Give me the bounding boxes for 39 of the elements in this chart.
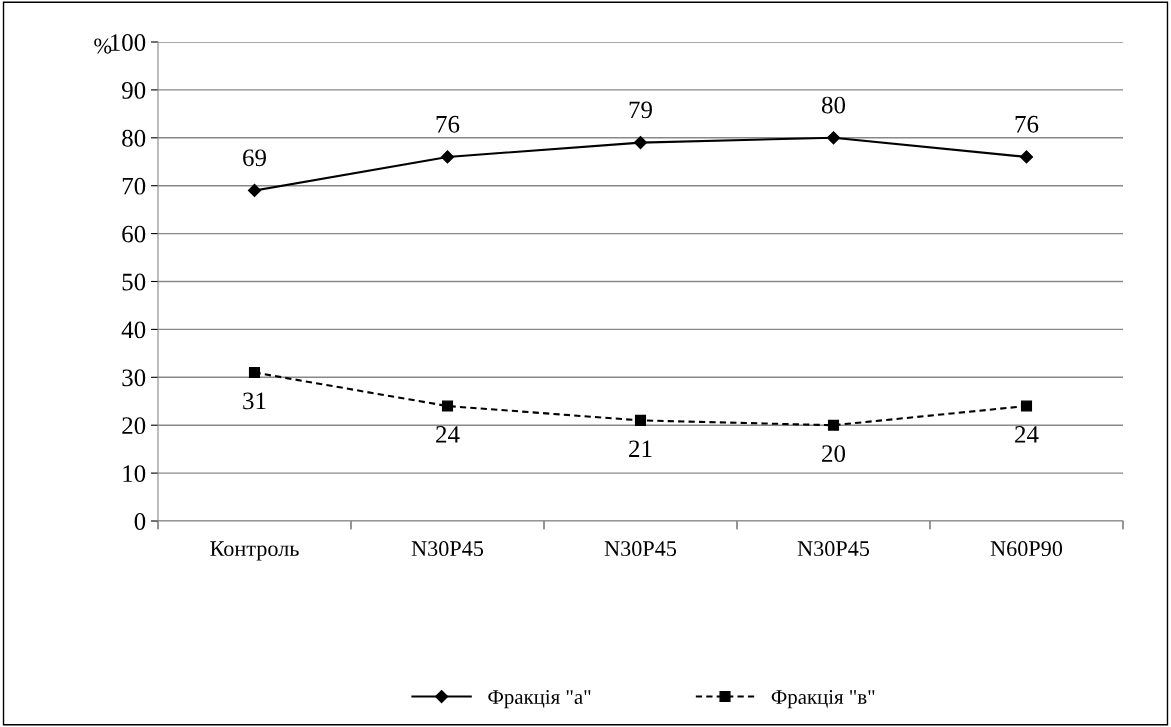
data-label: 76 [436,115,460,133]
y-tick-label: 70 [122,177,146,195]
data-label: 21 [629,440,652,457]
y-tick-label: 50 [122,273,146,291]
legend-label: Фракція "в" [771,690,875,709]
data-label: 80 [821,96,846,114]
point [633,136,648,150]
y-tick-label: 30 [122,369,146,387]
point [1019,150,1034,164]
y-axis-title: % [94,38,112,54]
point [248,366,261,379]
x-tick-label: Контроль [210,541,299,561]
x-tick-label: N30P45 [411,541,484,557]
y-tick-label: 20 [122,417,146,435]
point [440,150,455,164]
data-label: 24 [436,426,460,443]
legend-label: Фракція "а" [488,690,591,709]
x-tick-label: N60P90 [990,541,1063,557]
y-tick-label: 0 [134,513,146,530]
data-label: 76 [1015,115,1039,133]
y-tick-label: 90 [122,81,146,99]
point [441,400,454,412]
y-tick-label: 10 [123,465,146,483]
y-tick-label: 60 [122,225,146,243]
point [826,131,841,145]
y-tick-label: 80 [122,129,146,147]
x-tick-label: N30P45 [797,541,870,557]
point [634,414,647,426]
data-label: 69 [243,149,266,167]
y-tick-label: 100 [110,34,146,51]
data-label: 24 [1015,426,1039,443]
data-label: 79 [629,101,652,119]
data-label: 31 [243,392,266,410]
point [1020,400,1033,412]
data-label: 20 [822,445,846,463]
point [247,183,262,198]
point [827,419,840,431]
x-tick-label: N30P45 [604,541,677,557]
y-tick-label: 40 [121,321,146,339]
